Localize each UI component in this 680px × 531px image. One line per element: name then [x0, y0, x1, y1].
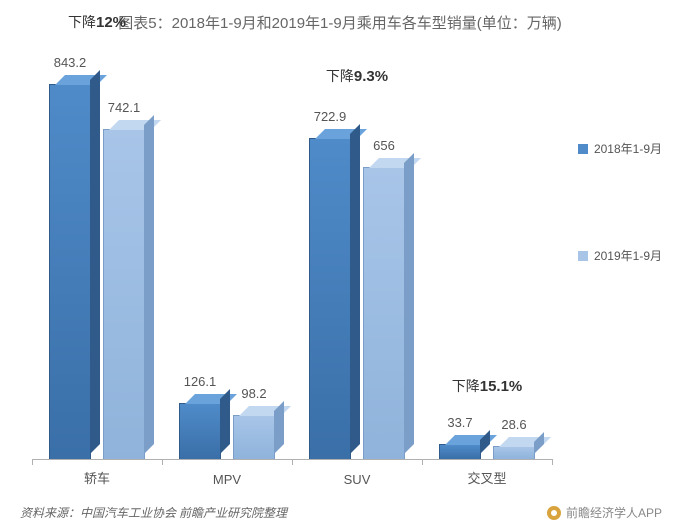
- plot-area: 843.2742.1下降12%轿车126.198.2MPV722.9656下降9…: [32, 60, 552, 460]
- watermark-text: 前瞻经济学人APP: [566, 504, 662, 521]
- legend-label-2019: 2019年1-9月: [594, 247, 662, 264]
- legend-item-2019: 2019年1-9月: [578, 247, 662, 264]
- bar-pair: 722.9 656: [309, 138, 405, 459]
- bar-pair: 126.1 98.2: [179, 403, 275, 459]
- bar-2018: 843.2: [49, 84, 91, 459]
- bar-2018: 33.7: [439, 444, 481, 459]
- value-label: 656: [373, 138, 395, 153]
- value-label: 33.7: [447, 415, 472, 430]
- category-label: 交叉型: [467, 468, 506, 487]
- legend: 2018年1-9月 2019年1-9月: [578, 140, 662, 354]
- bar-pair: 33.7 28.6: [439, 444, 535, 459]
- category-label: MPV: [213, 472, 241, 487]
- value-label: 126.1: [184, 374, 217, 389]
- bar-pair: 843.2 742.1: [49, 84, 145, 459]
- watermark: 前瞻经济学人APP: [547, 504, 662, 521]
- legend-item-2018: 2018年1-9月: [578, 140, 662, 157]
- bar-2019: 656: [363, 167, 405, 459]
- category-label: SUV: [344, 472, 371, 487]
- legend-swatch-2019: [578, 251, 588, 261]
- bar-2019: 28.6: [493, 446, 535, 459]
- value-label: 843.2: [54, 55, 87, 70]
- bar-2019: 742.1: [103, 129, 145, 459]
- legend-label-2018: 2018年1-9月: [594, 140, 662, 157]
- legend-swatch-2018: [578, 144, 588, 154]
- value-label: 28.6: [501, 417, 526, 432]
- bar-2019: 98.2: [233, 415, 275, 459]
- change-label: 下降9.3%: [326, 66, 388, 86]
- value-label: 742.1: [108, 100, 141, 115]
- bar-2018: 126.1: [179, 403, 221, 459]
- source-text: 资料来源：中国汽车工业协会 前瞻产业研究院整理: [20, 504, 287, 521]
- watermark-icon: [547, 506, 561, 520]
- chart-container: 图表5：2018年1-9月和2019年1-9月乘用车各车型销量(单位：万辆) 8…: [0, 0, 680, 531]
- category-label: 轿车: [84, 468, 110, 487]
- change-label: 下降12%: [68, 12, 126, 32]
- change-label: 下降15.1%: [452, 376, 523, 396]
- value-label: 98.2: [241, 386, 266, 401]
- bar-2018: 722.9: [309, 138, 351, 459]
- value-label: 722.9: [314, 109, 347, 124]
